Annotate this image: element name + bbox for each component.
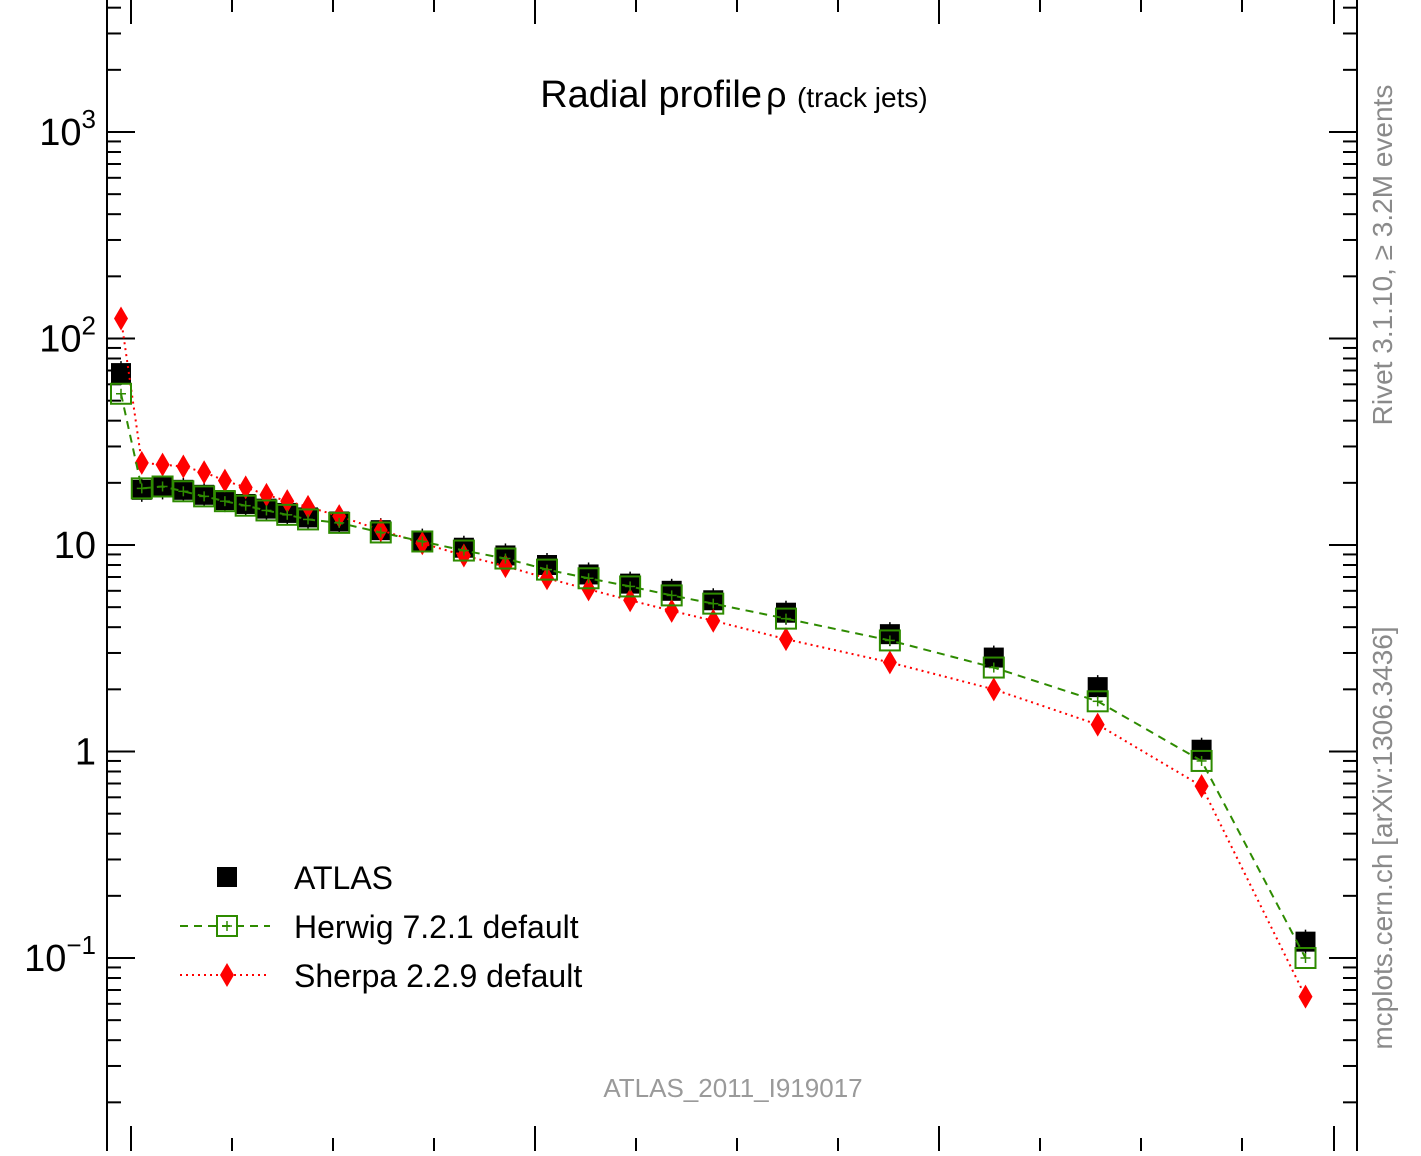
data-point [706, 608, 721, 633]
y-tick-label: 10 [54, 525, 96, 567]
data-point [216, 915, 238, 937]
data-point [217, 867, 237, 887]
data-point [452, 539, 475, 562]
chart-subtitle: (track jets) [797, 82, 928, 113]
data-point [280, 489, 295, 514]
data-point [986, 677, 1001, 702]
data-point [878, 629, 901, 652]
data-point [1194, 774, 1209, 799]
data-point [498, 554, 513, 579]
data-point [494, 547, 517, 570]
data-point [328, 511, 351, 534]
data-point [619, 575, 642, 598]
rivet-label: Rivet 3.1.10, ≥ 3.2M events [1367, 85, 1398, 426]
data-point [577, 567, 600, 590]
legend-label: Sherpa 2.2.9 default [294, 958, 582, 994]
data-point [660, 584, 683, 607]
y-tick-label: 10−1 [24, 930, 96, 980]
data-point [1090, 712, 1105, 737]
data-point [1086, 690, 1109, 713]
data-point [369, 521, 392, 544]
data-point [536, 558, 559, 581]
legend-label: Herwig 7.2.1 default [294, 909, 579, 945]
data-point [882, 650, 897, 675]
chart-title: Radial profile [540, 74, 762, 116]
data-point [220, 963, 234, 987]
data-point [702, 592, 725, 615]
data-point [540, 566, 555, 591]
data-point [778, 627, 793, 652]
data-point [301, 494, 316, 519]
mcplots-label: mcplots.cern.ch [arXiv:1306.3436] [1367, 626, 1398, 1049]
data-point [411, 530, 434, 553]
legend-item: Herwig 7.2.1 default [180, 909, 579, 945]
data-point [114, 306, 128, 331]
chart-title-text: Radial profile [540, 74, 762, 116]
y-tick-label: 103 [39, 104, 96, 154]
data-point [197, 460, 212, 485]
data-point [982, 656, 1005, 679]
legend-item: Sherpa 2.2.9 default [180, 958, 582, 994]
data-point [155, 452, 170, 477]
series-sherpa [114, 306, 1313, 1009]
legend-item: ATLAS [217, 860, 393, 896]
data-point [1298, 984, 1313, 1009]
series-line [120, 393, 1307, 959]
data-point [581, 577, 596, 602]
data-point [297, 508, 320, 531]
series-herwig [110, 382, 1317, 969]
data-point [1294, 947, 1317, 969]
data-point [774, 607, 797, 630]
x-axis [130, 0, 1335, 1152]
series-layer [110, 306, 1317, 1009]
data-point [110, 382, 132, 405]
chart-title-symbol: ρ [766, 74, 786, 115]
legend: ATLAS Herwig 7.2.1 default Sherpa 2.2.9 de… [180, 860, 582, 994]
data-point [238, 475, 253, 500]
data-point [1190, 749, 1213, 772]
data-point [176, 454, 191, 479]
legend-label: ATLAS [294, 860, 393, 896]
analysis-label: ATLAS_2011_I919017 [603, 1073, 862, 1103]
y-tick-label: 1 [75, 732, 96, 774]
data-point [623, 588, 638, 613]
data-point [217, 468, 232, 493]
y-tick-label: 102 [39, 311, 96, 361]
